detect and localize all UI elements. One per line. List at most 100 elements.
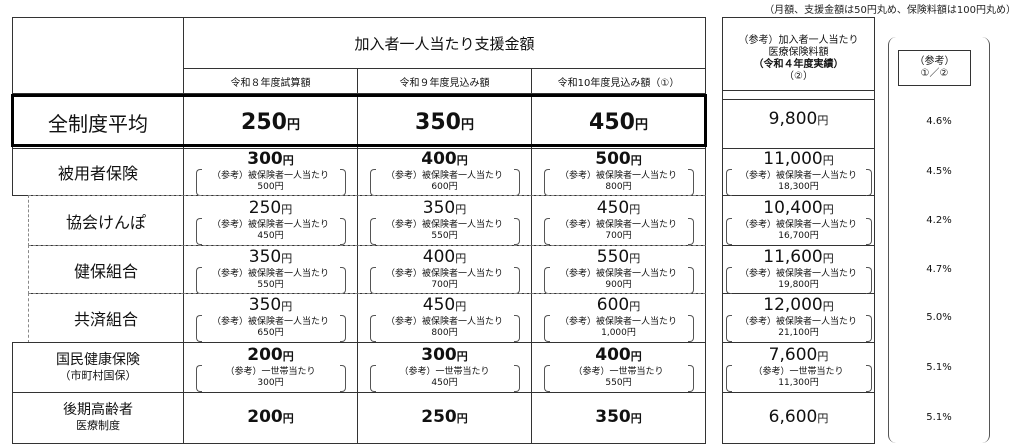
amount-value: 300	[421, 344, 457, 365]
value-cell: 350円 （参考）被保険者一人当たり 650円	[183, 293, 358, 343]
reference-note-label: （参考）一世帯当たり	[225, 366, 316, 377]
row-label-cell: 後期高齢者 医療制度	[12, 392, 184, 444]
reference-note-value: 500円	[257, 182, 284, 192]
reference-note-value: 550円	[605, 377, 632, 388]
premium-reference-note: （参考）被保険者一人当たり 18,300円	[725, 169, 872, 196]
amount-value: 350	[248, 246, 282, 267]
yen-unit: 円	[286, 117, 300, 133]
ratio-value: 5.0%	[926, 312, 952, 323]
reference-note-label: （参考）被保険者一人当たり	[559, 268, 677, 279]
premium-amount: 12,000円	[763, 297, 833, 315]
reference-note: （参考）被保険者一人当たり 450円	[195, 217, 346, 245]
row-label-cell: 国民健康保険 （市町村国保）	[12, 342, 184, 393]
row-label-cell: 協会けんぽ	[28, 195, 184, 246]
premium-reference-note: （参考）一世帯当たり 11,300円	[725, 364, 872, 392]
reference-note: （参考）被保険者一人当たり 900円	[543, 266, 694, 294]
reference-note: （参考）被保険者一人当たり 800円	[543, 169, 694, 196]
support-amount: 350円	[415, 110, 474, 135]
reference-note-label: （参考）被保険者一人当たり	[385, 317, 503, 327]
reference-note-label: （参考）被保険者一人当たり	[211, 317, 329, 327]
support-amount: 600円	[597, 297, 640, 315]
ratio-value: 4.5%	[926, 166, 952, 177]
yen-unit: 円	[629, 202, 641, 216]
yen-unit: 円	[460, 117, 474, 133]
reference-note-value: 450円	[431, 377, 458, 388]
reference-note: （参考）被保険者一人当たり 500円	[195, 169, 346, 196]
reference-note-label: （参考）被保険者一人当たり	[739, 171, 857, 181]
value-cell: 200円	[183, 392, 358, 444]
reference-note-value: 1,000円	[601, 328, 636, 338]
value-cell: 350円	[531, 392, 706, 444]
amount-value: 250	[248, 197, 282, 218]
reference-note-value: 800円	[605, 182, 632, 192]
value-cell: 400円 （参考）被保険者一人当たり 700円	[357, 245, 532, 294]
reference-note-label: （参考）被保険者一人当たり	[385, 171, 503, 181]
reference-note-value: 11,300円	[778, 377, 819, 388]
yen-unit: 円	[282, 412, 294, 425]
yen-unit: 円	[630, 349, 642, 363]
reference-note: （参考）被保険者一人当たり 600円	[369, 169, 520, 196]
amount-value: 450	[422, 295, 456, 315]
header-blank-cell	[12, 17, 184, 94]
ratio-value: 4.6%	[926, 116, 952, 127]
row-label-cell: 健保組合	[28, 245, 184, 294]
support-amount: 550円	[597, 248, 640, 267]
premium-header-line: （参考）加入者一人当たり	[738, 34, 859, 46]
yen-unit: 円	[630, 412, 642, 425]
value-cell: 300円 （参考）被保険者一人当たり 500円	[183, 148, 358, 196]
ratio-bracket	[888, 37, 990, 443]
premium-amount: 10,400円	[763, 197, 833, 218]
support-amount: 450円	[589, 110, 648, 135]
reference-note: （参考）被保険者一人当たり 1,000円	[543, 315, 694, 342]
ratio-value: 4.2%	[926, 214, 952, 226]
row-label: 健保組合	[73, 261, 138, 281]
row-label: 後期高齢者	[63, 402, 133, 418]
support-amount: 500円	[595, 151, 642, 169]
premium-header-line: （②）	[784, 70, 813, 82]
support-amount: 400円	[421, 151, 468, 169]
yen-unit: 円	[817, 349, 829, 363]
reference-note-label: （参考）被保険者一人当たり	[211, 219, 329, 230]
premium-cell: 9,800円	[722, 90, 875, 149]
yen-unit: 円	[281, 251, 293, 265]
reference-note-value: 700円	[431, 279, 458, 290]
row-label: 共済組合	[73, 310, 138, 329]
reference-note: （参考）一世帯当たり 450円	[369, 364, 520, 392]
support-amount: 400円	[595, 344, 642, 365]
reference-note-label: （参考）被保険者一人当たり	[559, 219, 677, 230]
yen-unit: 円	[822, 300, 834, 313]
reference-note-value: 650円	[257, 328, 284, 338]
amount-value: 400	[595, 344, 631, 365]
value-cell: 350円 （参考）被保険者一人当たり 550円	[183, 245, 358, 294]
support-amount: 300円	[421, 344, 468, 365]
value-cell: 350円 （参考）被保険者一人当たり 550円	[357, 195, 532, 246]
premium-reference-note: （参考）被保険者一人当たり 16,700円	[725, 217, 872, 245]
premium-value: 10,400	[763, 197, 823, 218]
column-header: 令和９年度見込み額	[357, 68, 532, 94]
amount-value: 350	[595, 407, 631, 427]
reference-note: （参考）被保険者一人当たり 800円	[369, 315, 520, 342]
yen-unit: 円	[456, 154, 468, 167]
yen-unit: 円	[282, 349, 294, 363]
reference-note-label: （参考）一世帯当たり	[399, 366, 490, 377]
column-header: 令和10年度見込み額（①）	[531, 68, 706, 94]
amount-value: 250	[421, 407, 457, 427]
amount-value: 450	[589, 109, 635, 135]
premium-value: 7,600	[768, 344, 818, 365]
reference-note-label: （参考）被保険者一人当たり	[385, 219, 503, 230]
yen-unit: 円	[456, 349, 468, 363]
premium-cell: 6,600円	[722, 392, 875, 444]
yen-unit: 円	[817, 412, 829, 425]
row-label: 被用者保険	[57, 164, 138, 183]
value-cell: 450円 （参考）被保険者一人当たり 800円	[357, 293, 532, 343]
premium-value: 11,000	[763, 149, 823, 169]
yen-unit: 円	[817, 113, 829, 127]
reference-note: （参考）被保険者一人当たり 700円	[543, 217, 694, 245]
value-cell: 200円 （参考）一世帯当たり 300円	[183, 342, 358, 393]
reference-note-value: 16,700円	[778, 230, 819, 241]
premium-value: 11,600	[763, 246, 823, 267]
premium-cell: 12,000円 （参考）被保険者一人当たり 21,100円	[722, 293, 875, 343]
ratio-header-line: ①／②	[920, 68, 949, 79]
yen-unit: 円	[629, 300, 641, 313]
row-label-sub: 医療制度	[76, 419, 120, 432]
